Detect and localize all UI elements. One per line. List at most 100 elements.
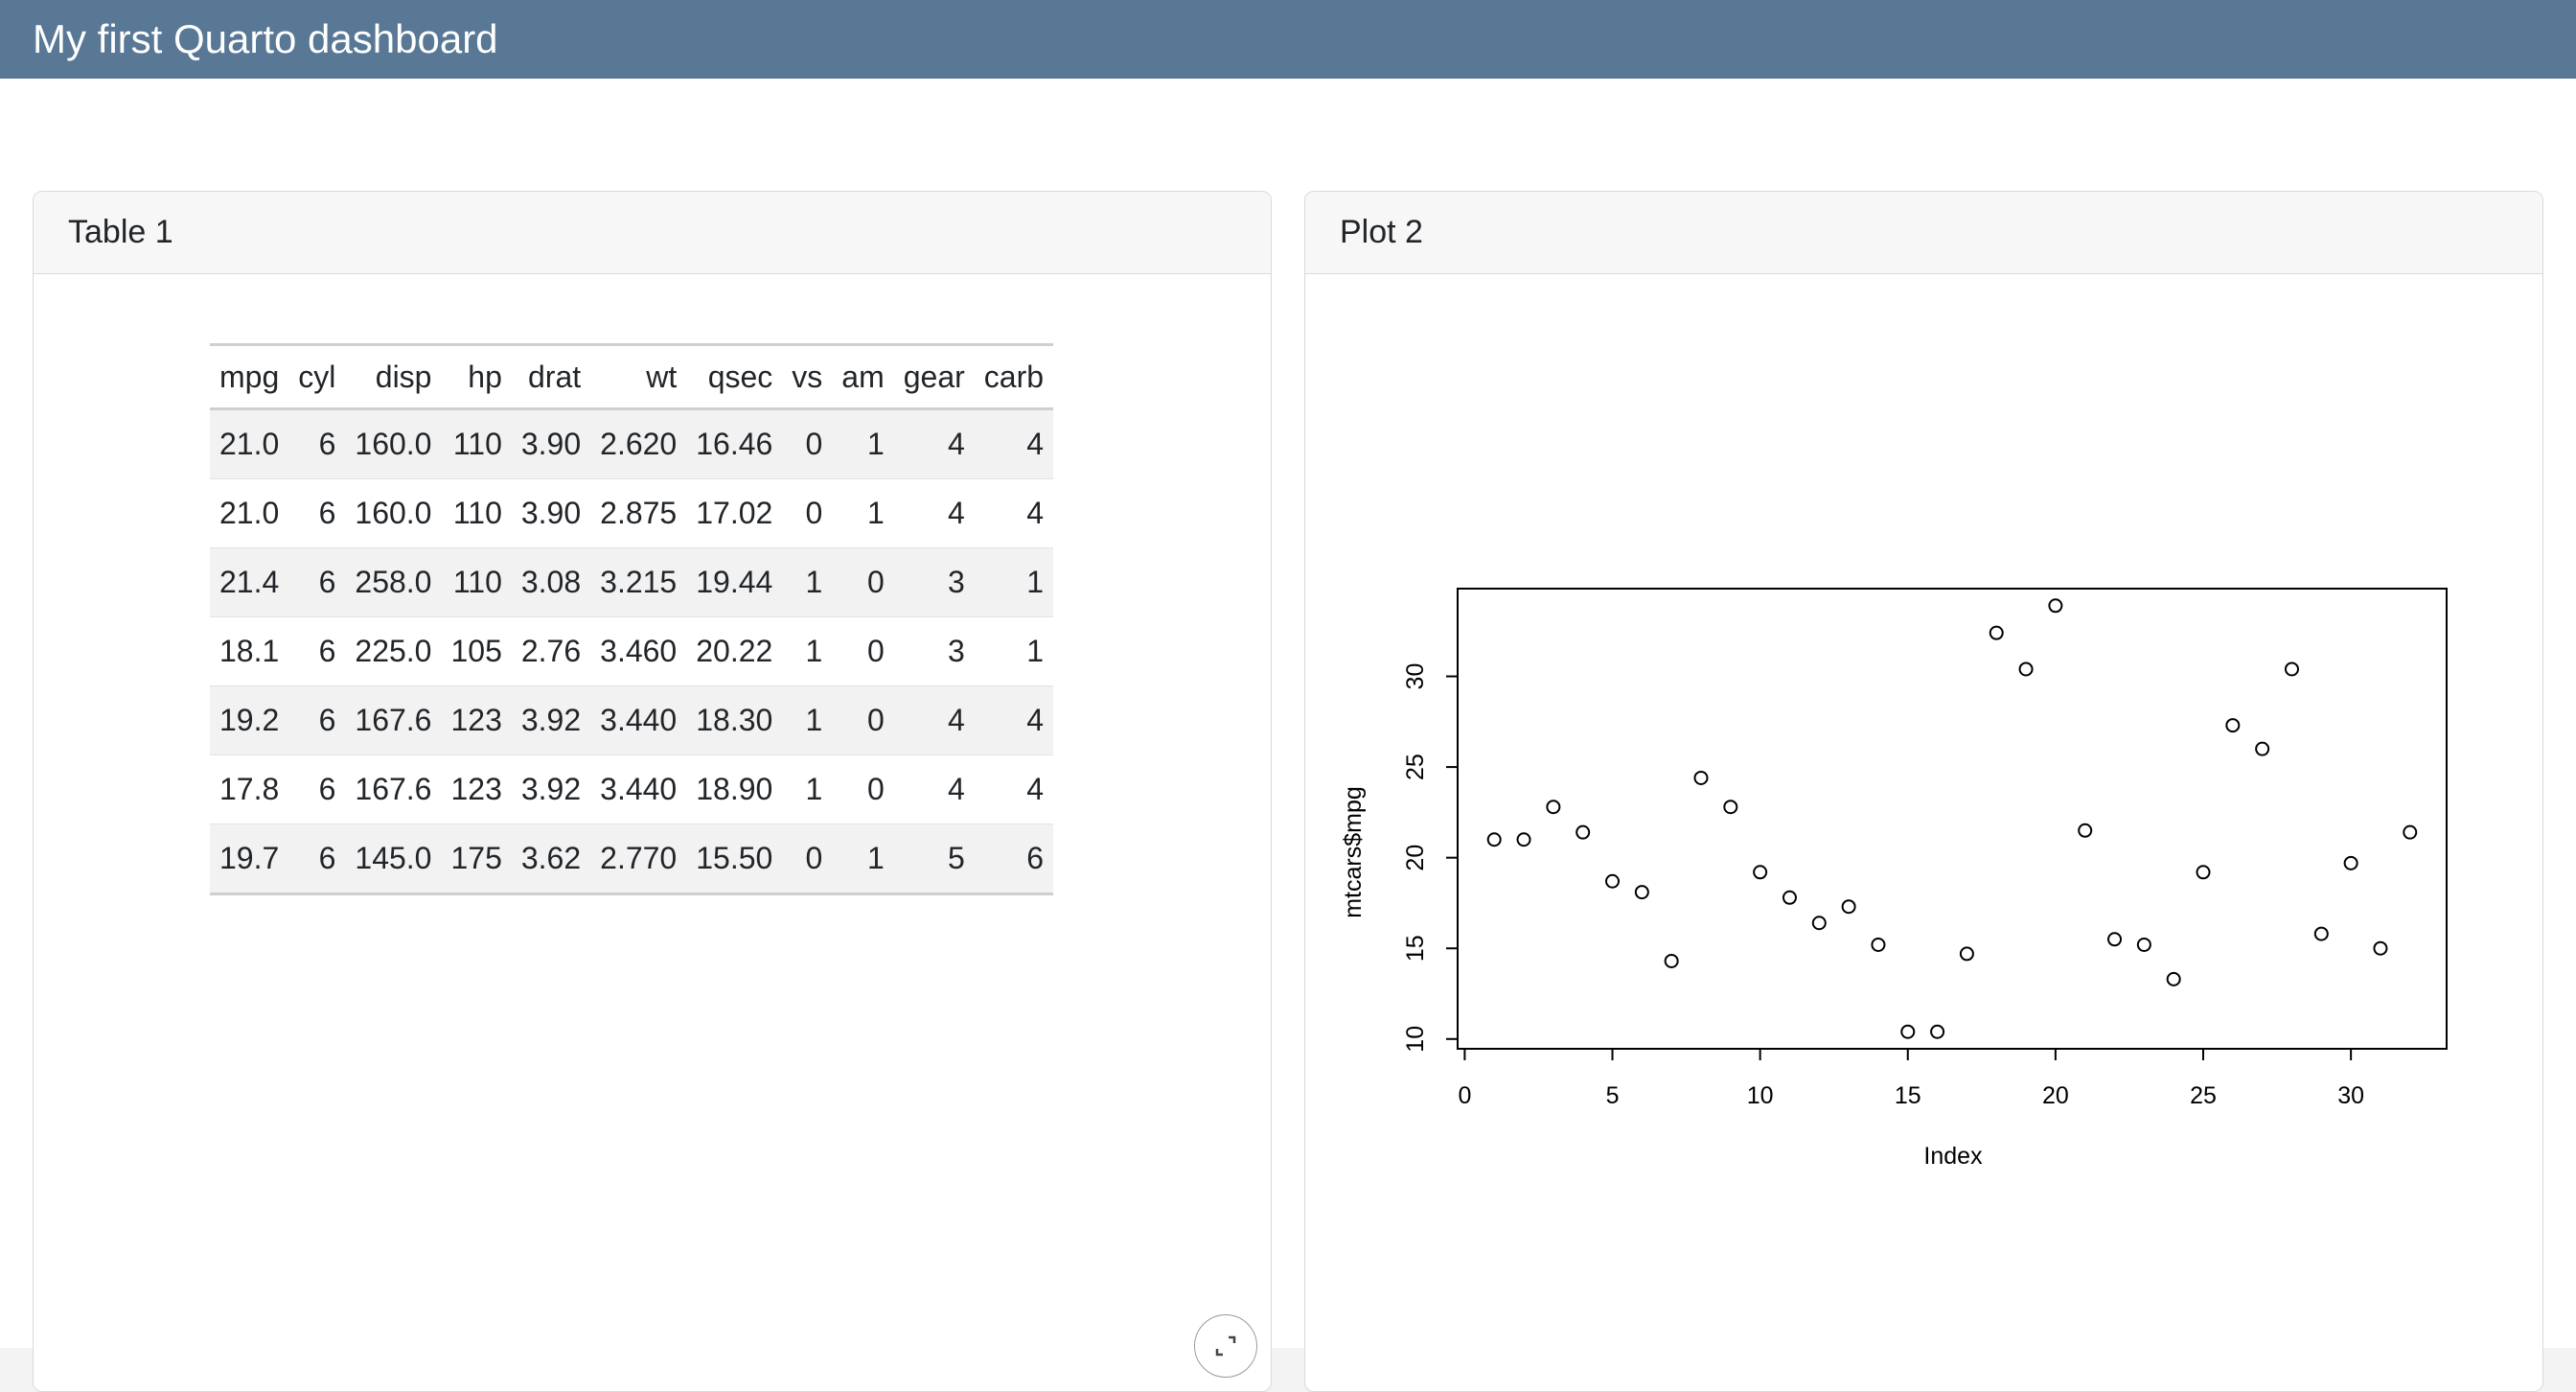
data-point <box>1605 873 1621 889</box>
table-row: 17.8 6 167.6 123 3.92 3.440 18.90 1 0 4 4 <box>210 754 1054 824</box>
table-cell-vs: 1 <box>782 616 833 686</box>
data-point <box>2048 598 2063 614</box>
table-cell-disp: 258.0 <box>345 547 442 617</box>
data-point <box>2078 823 2093 838</box>
column-header-disp: disp <box>345 344 442 410</box>
table-cell-am: 1 <box>832 478 894 548</box>
table-cell-qsec: 16.46 <box>686 408 783 479</box>
data-point <box>1782 890 1797 905</box>
y-tick-label: 30 <box>1402 663 1429 690</box>
data-point <box>2018 661 2034 677</box>
column-header-cyl: cyl <box>288 344 346 410</box>
table-cell-wt: 3.440 <box>590 754 687 824</box>
y-tick-label: 25 <box>1402 754 1429 780</box>
table-cell-carb: 1 <box>974 616 1054 686</box>
table-cell-disp: 145.0 <box>345 824 442 894</box>
data-point <box>2373 940 2388 956</box>
x-tick-label: 20 <box>2042 1082 2069 1109</box>
x-tick-label: 5 <box>1606 1082 1620 1109</box>
data-point <box>2136 937 2151 952</box>
data-point <box>2313 926 2329 941</box>
data-point <box>1841 899 1856 915</box>
data-point <box>2166 971 2181 986</box>
table-cell-cyl: 6 <box>288 616 346 686</box>
table-cell-wt: 2.620 <box>590 408 687 479</box>
table-row: 19.7 6 145.0 175 3.62 2.770 15.50 0 1 5 6 <box>210 824 1054 894</box>
table-cell-drat: 3.90 <box>511 408 591 479</box>
table-cell-vs: 0 <box>782 478 833 548</box>
table-cell-am: 1 <box>832 408 894 479</box>
column-header-drat: drat <box>511 344 591 410</box>
table-row: 19.2 6 167.6 123 3.92 3.440 18.30 1 0 4 4 <box>210 685 1054 755</box>
column-header-mpg: mpg <box>210 344 289 410</box>
x-axis-label: Index <box>1923 1143 1983 1170</box>
y-tick-label: 15 <box>1402 935 1429 962</box>
table-cell-mpg: 19.7 <box>210 824 289 894</box>
table-cell-drat: 3.92 <box>511 754 591 824</box>
data-point <box>2107 932 2123 947</box>
x-tick-label: 0 <box>1458 1082 1471 1109</box>
table-row: 21.0 6 160.0 110 3.90 2.875 17.02 0 1 4 4 <box>210 478 1054 548</box>
table-cell-hp: 110 <box>441 547 512 617</box>
table-cell-drat: 3.92 <box>511 685 591 755</box>
table-cell-cyl: 6 <box>288 478 346 548</box>
table-cell-disp: 160.0 <box>345 408 442 479</box>
data-point <box>1664 953 1679 968</box>
table-cell-wt: 3.215 <box>590 547 687 617</box>
table-cell-qsec: 18.30 <box>686 685 783 755</box>
data-point <box>1753 865 1768 880</box>
dashboard-main: Table 1 mpg cyl disp hp drat wt qsec vs am gear ca… <box>0 79 2576 1392</box>
expand-icon <box>1215 1335 1236 1357</box>
x-tick-label: 10 <box>1747 1082 1774 1109</box>
plot-card: Plot 2 0 5 10 15 20 25 30 10 15 20 25 30 Index mtcars… <box>1304 191 2543 1392</box>
table-cell-carb: 6 <box>974 824 1054 894</box>
table-cell-carb: 4 <box>974 685 1054 755</box>
y-tick-label: 10 <box>1402 1026 1429 1053</box>
column-header-qsec: qsec <box>686 344 783 410</box>
column-header-wt: wt <box>590 344 687 410</box>
table-cell-mpg: 21.0 <box>210 408 289 479</box>
table-cell-hp: 110 <box>441 478 512 548</box>
y-tick-label: 20 <box>1402 845 1429 871</box>
table-cell-hp: 105 <box>441 616 512 686</box>
data-point <box>1959 946 1974 962</box>
column-header-gear: gear <box>893 344 975 410</box>
data-point <box>2403 824 2418 840</box>
table-cell-am: 0 <box>832 616 894 686</box>
data-point <box>1871 937 1886 952</box>
table-cell-am: 0 <box>832 547 894 617</box>
plot-card-header: Plot 2 <box>1305 192 2542 274</box>
table-cell-cyl: 6 <box>288 408 346 479</box>
table-cell-am: 1 <box>832 824 894 894</box>
table-cell-disp: 167.6 <box>345 685 442 755</box>
data-point <box>1900 1024 1916 1039</box>
table-cell-qsec: 17.02 <box>686 478 783 548</box>
expand-button[interactable] <box>1194 1314 1257 1378</box>
column-header-carb: carb <box>974 344 1054 410</box>
data-point <box>1634 885 1649 900</box>
table-cell-gear: 4 <box>893 754 975 824</box>
table-cell-vs: 1 <box>782 754 833 824</box>
data-point <box>2196 865 2211 880</box>
table-cell-vs: 0 <box>782 408 833 479</box>
table-cell-hp: 175 <box>441 824 512 894</box>
table-cell-gear: 4 <box>893 408 975 479</box>
table-cell-vs: 1 <box>782 685 833 755</box>
data-point <box>1576 824 1591 840</box>
table-cell-carb: 4 <box>974 408 1054 479</box>
table-cell-cyl: 6 <box>288 824 346 894</box>
table-cell-drat: 3.62 <box>511 824 591 894</box>
table-cell-mpg: 21.4 <box>210 547 289 617</box>
table-card-body: mpg cyl disp hp drat wt qsec vs am gear carb 21.0 6… <box>34 274 1271 1391</box>
table-cell-wt: 2.770 <box>590 824 687 894</box>
table-card: Table 1 mpg cyl disp hp drat wt qsec vs am gear ca… <box>33 191 1272 1392</box>
table-card-title: Table 1 <box>68 214 173 250</box>
scatter-plot: 0 5 10 15 20 25 30 10 15 20 25 30 Index mtcars$mpg <box>1340 588 2448 1170</box>
data-point <box>1989 625 2004 640</box>
data-point <box>2255 741 2270 756</box>
table-cell-qsec: 18.90 <box>686 754 783 824</box>
plot-frame <box>1457 588 2448 1050</box>
table-cell-hp: 110 <box>441 408 512 479</box>
app-title-bar: My first Quarto dashboard <box>0 0 2576 79</box>
table-cell-qsec: 20.22 <box>686 616 783 686</box>
